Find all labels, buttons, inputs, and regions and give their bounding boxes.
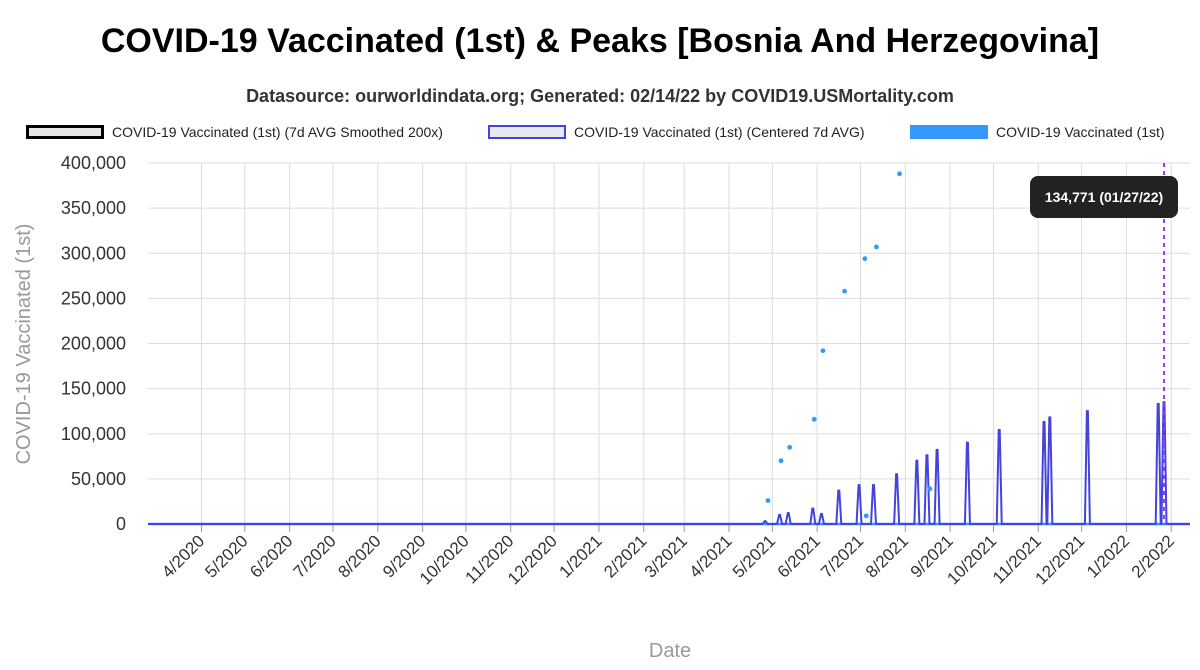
x-tick-label: 7/2021 [817,531,867,581]
series-centered-peak [872,483,875,487]
series-centered-peak [915,459,919,463]
x-axis-title: Date [649,640,691,662]
x-tick-label: 8/2020 [334,531,384,581]
y-tick-label: 0 [116,514,126,534]
chart-tooltip: 134,771 (01/27/22) [1030,176,1178,218]
x-tick-label: 3/2021 [641,531,691,581]
series-centered-peak [811,507,814,510]
series-centered-peak [895,473,898,476]
legend-swatch-smoothed [26,125,104,139]
series-daily-point [811,416,817,422]
series-centered-peak [763,520,767,523]
legend-item-centered[interactable]: COVID-19 Vaccinated (1st) (Centered 7d A… [488,124,865,140]
series-centered-peak [998,428,1001,432]
series-centered-peak [1157,402,1160,406]
x-tick-label: 5/2021 [729,531,779,581]
series-centered-line [148,401,1190,525]
series-centered-peak [1042,420,1046,424]
series-daily-point [873,244,879,250]
x-tick-label: 6/2020 [246,531,296,581]
series-centered-peak [787,511,790,515]
legend-swatch-daily [910,125,988,139]
series-daily-point [787,444,793,450]
x-tick-label: 2/2021 [600,531,650,581]
chart-title: COVID-19 Vaccinated (1st) & Peaks [Bosni… [100,22,1100,60]
legend-label-smoothed: COVID-19 Vaccinated (1st) (7d AVG Smooth… [112,124,443,140]
y-tick-label: 400,000 [61,153,126,173]
legend-item-smoothed[interactable]: COVID-19 Vaccinated (1st) (7d AVG Smooth… [26,124,443,140]
y-tick-label: 100,000 [61,424,126,444]
x-tick-label: 1/2022 [1083,531,1133,581]
chart-subtitle: Datasource: ourworldindata.org; Generate… [246,86,954,106]
series-daily-point [897,171,902,177]
series-daily-point [765,498,771,503]
series-daily-point [863,513,869,519]
series-centered-peak [966,441,969,444]
series-centered-peak [1086,409,1089,413]
series-centered-peak [1162,401,1166,404]
x-tick-label: 4/2020 [158,531,208,581]
series-centered-peak [1048,416,1052,419]
series-centered-peak [935,448,939,452]
series-daily-point [778,458,784,464]
y-tick-label: 200,000 [61,334,126,354]
x-tick-label: 7/2020 [290,531,340,581]
legend-label-centered: COVID-19 Vaccinated (1st) (Centered 7d A… [574,124,865,140]
series-centered-peak [778,513,781,517]
series-daily-point [842,288,847,294]
x-tick-label: 2/2022 [1128,531,1178,581]
series-daily-point [927,486,933,492]
x-tick-label: 6/2021 [774,531,824,581]
y-tick-label: 300,000 [61,243,126,263]
x-tick-label: 4/2021 [686,531,736,581]
legend-swatch-centered [488,125,566,139]
series-centered-peak [857,483,861,487]
series-daily-point [820,348,826,354]
x-tick-label: 1/2021 [556,531,606,581]
y-tick-label: 150,000 [61,379,126,399]
y-tick-label: 350,000 [61,198,126,218]
x-tick-label: 8/2021 [862,531,912,581]
legend-label-daily: COVID-19 Vaccinated (1st) [996,124,1165,140]
x-tick-label: 5/2020 [201,531,251,581]
series-centered-peak [820,512,823,516]
series-centered-peak [837,489,841,492]
chart-legend: COVID-19 Vaccinated (1st) (7d AVG Smooth… [0,124,1200,148]
series-centered-peak [925,454,929,457]
y-tick-label: 50,000 [71,469,126,489]
legend-item-daily[interactable]: COVID-19 Vaccinated (1st) [910,124,1165,140]
series-daily-point [862,256,868,262]
y-axis-title: COVID-19 Vaccinated (1st) [13,224,35,465]
y-tick-label: 250,000 [61,288,126,308]
